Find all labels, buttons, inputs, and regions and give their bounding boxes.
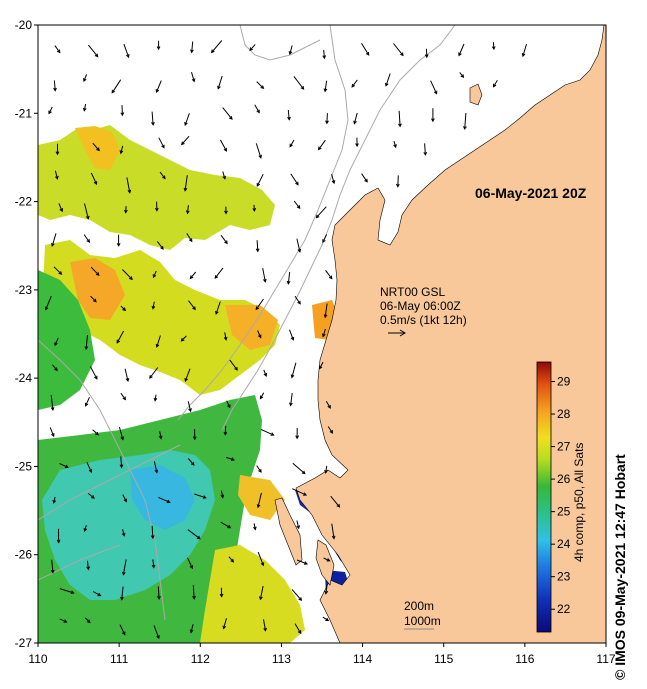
current-legend-scale: 0.5m/s (1kt 12h) — [380, 313, 467, 327]
x-tick-label: 113 — [272, 652, 291, 666]
y-tick-label: -20 — [15, 18, 33, 32]
map-title: 06-May-2021 20Z — [475, 185, 587, 201]
x-tick-label: 115 — [434, 652, 453, 666]
x-tick-label: 111 — [110, 652, 129, 666]
x-tick-label: 114 — [353, 652, 372, 666]
colorbar-gradient — [537, 362, 551, 632]
x-tick-label: 110 — [28, 652, 47, 666]
y-tick-label: -22 — [15, 195, 33, 209]
current-legend-time: 06-May 06:00Z — [380, 299, 461, 313]
colorbar-tick-label: 24 — [557, 537, 571, 551]
credit-text: © IMOS 09-May-2021 12:47 Hobart — [612, 380, 628, 680]
colorbar-tick-label: 23 — [557, 570, 571, 584]
x-tick-label: 112 — [191, 652, 210, 666]
y-tick-label: -26 — [15, 548, 33, 562]
current-legend-model: NRT00 GSL — [380, 285, 445, 299]
y-tick-label: -21 — [15, 106, 33, 120]
y-axis: -20 -21 -22 -23 -24 -25 -26 -27 — [15, 18, 38, 650]
y-tick-label: -23 — [15, 283, 33, 297]
colorbar-tick-label: 29 — [557, 375, 571, 389]
y-tick-label: -27 — [15, 636, 33, 650]
y-tick-label: -25 — [15, 459, 33, 473]
colorbar-tick-label: 22 — [557, 602, 571, 616]
colorbar-label: 4h comp, p50, All Sats — [572, 443, 586, 562]
colorbar-tick-label: 27 — [557, 440, 571, 454]
isobath-legend-200m: 200m — [404, 599, 434, 613]
colorbar-tick-label: 26 — [557, 472, 571, 486]
colorbar-tick-label: 28 — [557, 407, 571, 421]
y-tick-label: -24 — [15, 371, 33, 385]
isobath-legend-1000m: 1000m — [404, 614, 441, 628]
colorbar-tick-label: 25 — [557, 505, 571, 519]
x-tick-label: 116 — [515, 652, 534, 666]
